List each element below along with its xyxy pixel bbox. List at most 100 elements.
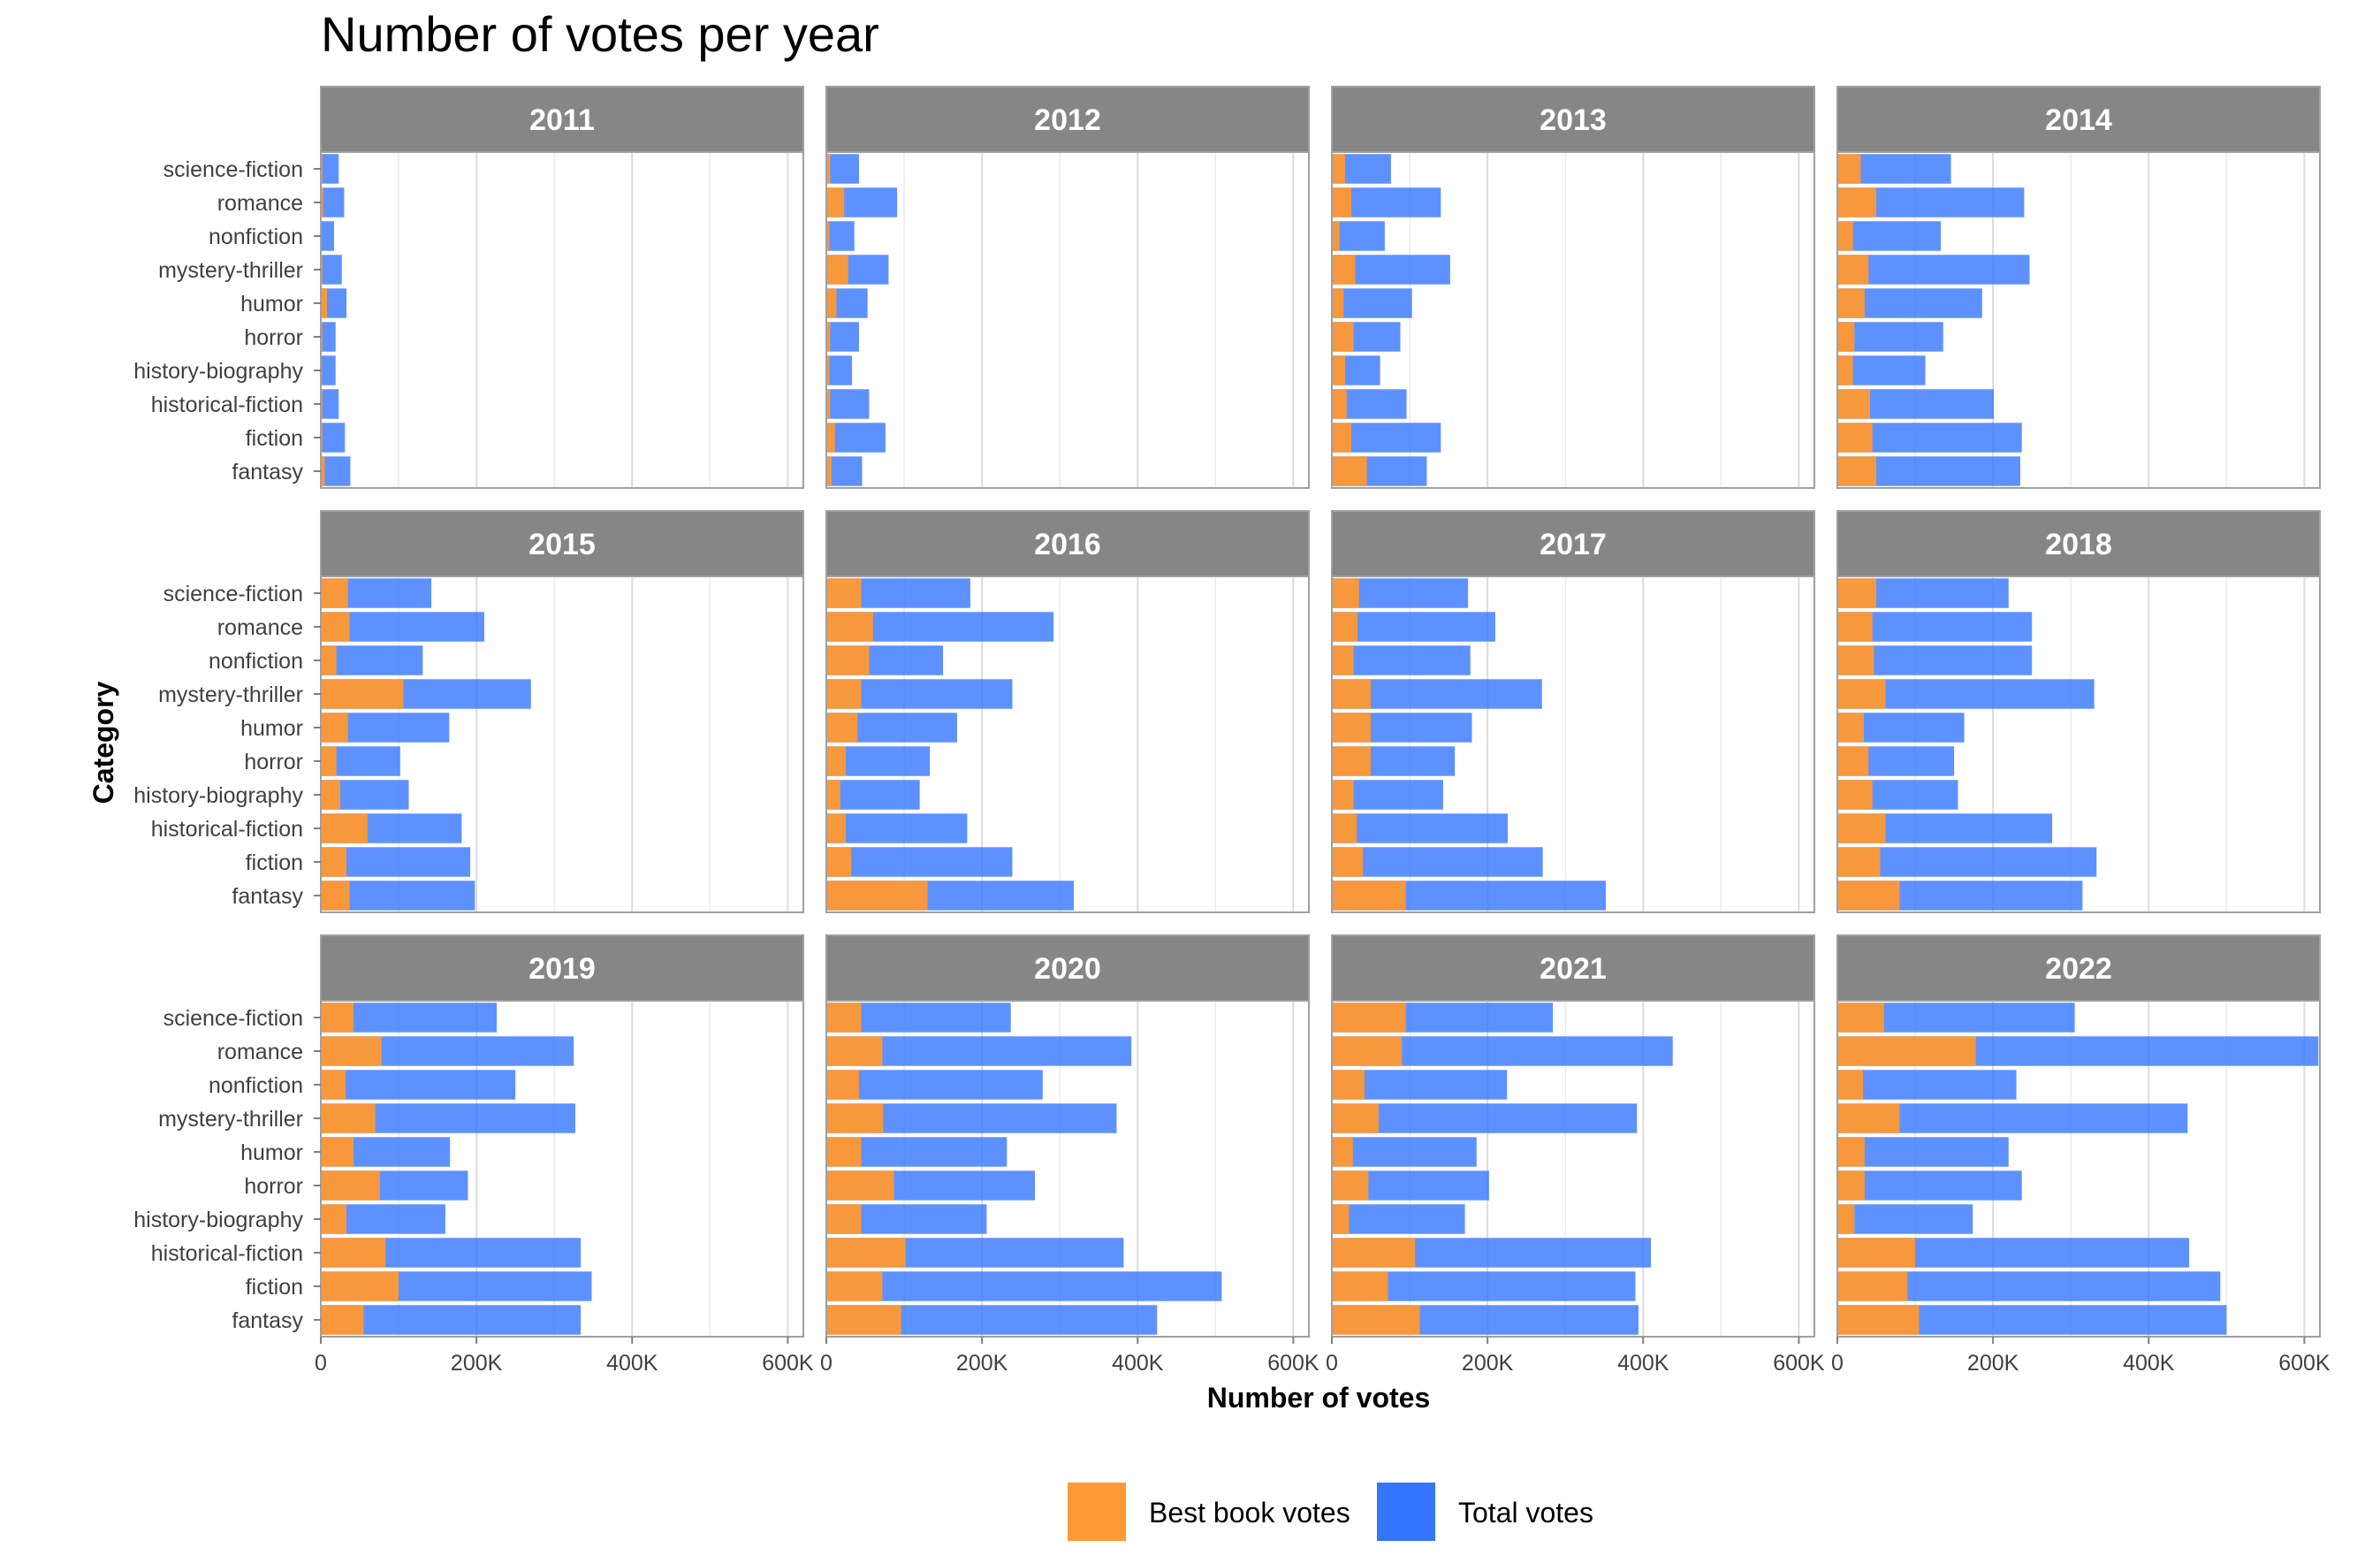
bar-best-romance xyxy=(1332,612,1358,642)
y-tick-label: mystery-thriller xyxy=(158,258,303,283)
bar-best-nonfiction xyxy=(826,1070,859,1100)
x-tick-label: 400K xyxy=(2123,1351,2175,1376)
bar-best-history-biography xyxy=(321,1204,347,1234)
panel-border xyxy=(1836,151,2321,489)
y-tick-label: humor xyxy=(240,292,303,316)
x-tick-label: 200K xyxy=(451,1351,503,1376)
bar-best-mystery-thriller xyxy=(1332,255,1356,285)
bar-best-historical-fiction xyxy=(1837,1238,1916,1268)
panel-border xyxy=(825,151,1310,489)
bar-total-nonfiction xyxy=(826,221,855,251)
x-tick-label: 400K xyxy=(606,1351,658,1376)
bar-total-fantasy xyxy=(826,456,863,486)
panel-strip-label: 2019 xyxy=(528,952,596,986)
bar-best-horror xyxy=(1332,746,1372,776)
bar-best-fiction xyxy=(321,1271,399,1301)
panel-border xyxy=(1331,1000,1815,1338)
bar-best-historical-fiction xyxy=(826,1238,906,1268)
bar-best-romance xyxy=(321,187,323,217)
bar-best-romance xyxy=(321,1036,382,1066)
bar-total-history-biography xyxy=(826,355,853,385)
bar-best-nonfiction xyxy=(826,221,830,251)
bar-total-mystery-thriller xyxy=(1332,1103,1638,1133)
bar-total-nonfiction xyxy=(826,1070,1043,1100)
bar-best-science-fiction xyxy=(826,1003,862,1033)
bar-best-fiction xyxy=(1332,423,1352,453)
y-tick-label: horror xyxy=(244,325,303,350)
bar-best-horror xyxy=(1837,746,1869,776)
y-tick-label: history-biography xyxy=(133,783,303,808)
bar-best-mystery-thriller xyxy=(1837,679,1886,709)
bar-best-humor xyxy=(826,1137,862,1167)
bar-best-history-biography xyxy=(1332,355,1345,385)
bar-total-fiction xyxy=(826,1271,1222,1301)
bar-total-historical-fiction xyxy=(321,389,339,419)
bar-best-historical-fiction xyxy=(321,813,368,843)
x-tick-label: 600K xyxy=(1267,1351,1319,1376)
bar-best-mystery-thriller xyxy=(321,679,404,709)
bar-best-fiction xyxy=(826,1271,883,1301)
bar-best-fantasy xyxy=(826,1305,901,1335)
bar-best-fantasy xyxy=(1837,1305,1920,1335)
bar-total-history-biography xyxy=(826,780,920,810)
bar-total-fiction xyxy=(321,423,346,453)
bar-best-humor xyxy=(321,1137,354,1167)
bar-total-nonfiction xyxy=(1332,221,1385,251)
bar-best-history-biography xyxy=(1837,780,1873,810)
panel-strip-label: 2014 xyxy=(2045,103,2112,137)
y-tick-label: history-biography xyxy=(133,1208,303,1232)
bar-best-romance xyxy=(826,1036,883,1066)
bar-best-romance xyxy=(1837,612,1873,642)
panel-strip-label: 2013 xyxy=(1540,103,1607,137)
bar-best-humor xyxy=(1837,1137,1865,1167)
bar-best-history-biography xyxy=(826,1204,862,1234)
bar-best-history-biography xyxy=(1332,1204,1350,1234)
panel-strip xyxy=(1331,86,1815,153)
bar-best-romance xyxy=(1837,1036,1976,1066)
legend-label-total: Total votes xyxy=(1458,1497,1593,1529)
bar-best-romance xyxy=(1332,1036,1403,1066)
bar-best-fiction xyxy=(1332,847,1364,877)
y-tick-label: history-biography xyxy=(133,359,303,384)
panel-strip-label: 2020 xyxy=(1034,952,1101,986)
bar-best-humor xyxy=(1332,713,1372,743)
bar-best-science-fiction xyxy=(826,578,862,608)
y-tick-label: humor xyxy=(240,716,303,741)
bar-total-nonfiction xyxy=(1837,221,1942,251)
y-tick-label: mystery-thriller xyxy=(158,1107,303,1132)
bar-best-history-biography xyxy=(826,780,840,810)
bar-best-science-fiction xyxy=(1332,578,1359,608)
panel-2011: 2011 science-fiction romance nonfiction myst… xyxy=(133,86,804,489)
bar-best-fiction xyxy=(1837,847,1881,877)
bar-best-nonfiction xyxy=(1837,221,1853,251)
bar-best-fiction xyxy=(1332,1271,1388,1301)
bar-total-nonfiction xyxy=(1837,1070,2017,1100)
legend: Best book votes Total votes xyxy=(1068,1483,1593,1541)
bar-best-historical-fiction xyxy=(1332,813,1357,843)
bar-best-history-biography xyxy=(1332,780,1354,810)
bar-best-fantasy xyxy=(1837,881,1900,911)
panel-border xyxy=(825,1000,1310,1338)
bar-best-humor xyxy=(321,288,328,318)
y-tick-label: fantasy xyxy=(232,1308,303,1333)
bar-total-nonfiction xyxy=(321,221,334,251)
panel-border xyxy=(1836,576,2321,913)
bar-best-romance xyxy=(1332,187,1352,217)
bar-total-fiction xyxy=(1837,847,2097,877)
panel-border xyxy=(320,151,804,489)
y-tick-label: nonfiction xyxy=(209,649,303,674)
y-axis-title: Category xyxy=(87,681,119,804)
panel-strip xyxy=(320,510,804,577)
bar-total-history-biography xyxy=(1332,1204,1465,1234)
bar-best-fantasy xyxy=(321,1305,364,1335)
x-tick-label: 200K xyxy=(1462,1351,1514,1376)
bar-total-nonfiction xyxy=(321,1070,516,1100)
y-tick-label: fantasy xyxy=(232,884,303,909)
x-tick-label: 0 xyxy=(315,1351,327,1376)
bar-best-historical-fiction xyxy=(1837,389,1870,419)
x-tick-label: 200K xyxy=(956,1351,1008,1376)
panel-strip xyxy=(825,86,1310,153)
panel-strip xyxy=(1836,510,2321,577)
bar-best-fiction xyxy=(826,423,835,453)
bar-best-humor xyxy=(826,713,858,743)
